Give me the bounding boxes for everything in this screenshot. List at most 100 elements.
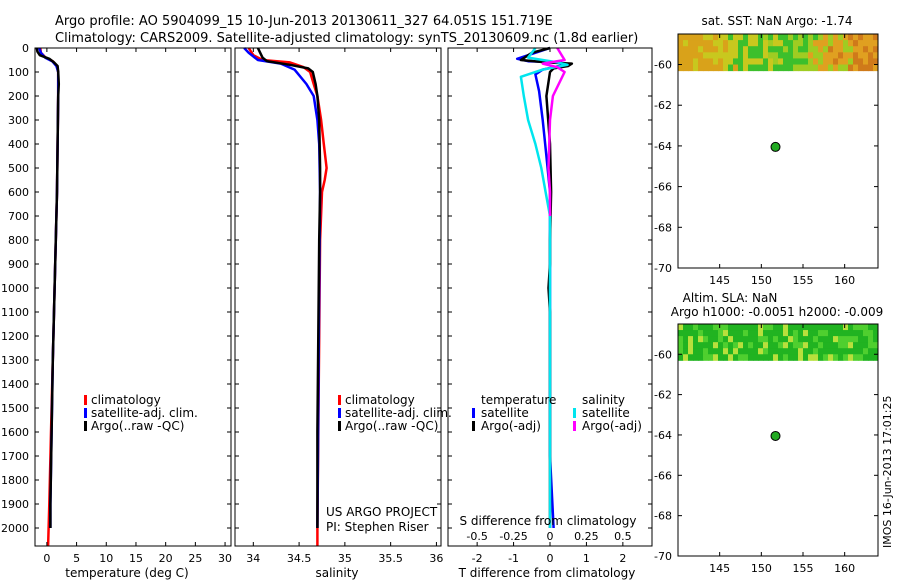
x-tick-label: -2	[472, 552, 483, 565]
map-cell	[823, 40, 829, 47]
map-cell	[863, 348, 869, 355]
legend-swatch-sal-argo	[573, 421, 576, 431]
y-tick-label: 1500	[1, 402, 29, 415]
map-cell	[713, 46, 719, 53]
map-cell	[713, 40, 719, 47]
map-cell	[753, 52, 759, 59]
x-tick-label: 34.5	[287, 552, 312, 565]
map-cell	[743, 348, 749, 355]
x-tick-label: 155	[793, 274, 814, 287]
map-cell	[803, 348, 809, 355]
map-cell	[818, 52, 824, 59]
map-cell	[853, 64, 859, 72]
map-cell	[813, 52, 819, 59]
map-cell	[688, 342, 694, 349]
map-cell	[843, 348, 849, 355]
map-cell	[698, 40, 704, 47]
y-tick-label: 2000	[1, 522, 29, 535]
map-cell	[698, 64, 704, 72]
map-cell	[753, 58, 759, 66]
map-cell	[873, 58, 879, 66]
map-cell	[853, 342, 859, 349]
map-cell	[718, 342, 724, 349]
map-cell	[808, 330, 814, 337]
map-cell	[678, 58, 684, 66]
map-cell	[758, 46, 764, 53]
map-cell	[778, 330, 784, 337]
map-cell	[678, 46, 684, 53]
y-tick-label: -68	[654, 221, 672, 234]
temperature-panel: 0100200300400500600700800900100011001200…	[1, 42, 232, 565]
sla-map-title: Altim. SLA: NaN	[683, 291, 778, 305]
map-cell	[823, 52, 829, 59]
map-cell	[868, 348, 874, 355]
map-cell	[853, 330, 859, 337]
map-cell	[853, 336, 859, 343]
map-cell	[873, 342, 879, 349]
map-cell	[823, 46, 829, 53]
map-cell	[703, 34, 709, 41]
map-cell	[793, 40, 799, 47]
map-cell	[768, 330, 774, 337]
map-cell	[743, 40, 749, 47]
map-cell	[803, 58, 809, 66]
map-cell	[693, 342, 699, 349]
map-cell	[838, 342, 844, 349]
map-cell	[713, 354, 719, 361]
map-cell	[693, 58, 699, 66]
map-cell	[748, 40, 754, 47]
map-cell	[698, 336, 704, 343]
map-cell	[838, 58, 844, 66]
map-cell	[728, 342, 734, 349]
map-cell	[718, 40, 724, 47]
s-tick-label: -0.25	[499, 530, 527, 543]
map-cell	[788, 64, 794, 72]
imos-timestamp: IMOS 16-Jun-2013 17:01:25	[881, 395, 894, 548]
difference-panel: -2 -1 0 1 2 -0.5 -0.25 0 0.25 0.5	[447, 46, 653, 565]
map-cell	[868, 64, 874, 72]
map-cell	[828, 342, 834, 349]
map-cell	[693, 52, 699, 59]
map-cell	[808, 342, 814, 349]
map-cell	[718, 348, 724, 355]
map-cell	[783, 348, 789, 355]
legend-swatch-argo	[84, 421, 87, 431]
map-cell	[738, 354, 744, 361]
map-cell	[718, 58, 724, 66]
map-cell	[773, 40, 779, 47]
map-cell	[748, 52, 754, 59]
y-tick-label: -66	[654, 469, 672, 482]
map-cell	[678, 330, 684, 337]
map-cell	[723, 354, 729, 361]
map-cell	[698, 342, 704, 349]
x-tick-label: 150	[751, 562, 772, 575]
map-cell	[728, 354, 734, 361]
map-cell	[753, 34, 759, 41]
map-cell	[833, 330, 839, 337]
map-cell	[738, 40, 744, 47]
series-line-climatology	[247, 47, 328, 546]
map-cell	[688, 46, 694, 53]
map-cell	[833, 46, 839, 53]
x-tick-label: 10	[99, 552, 113, 565]
map-cell	[853, 348, 859, 355]
project-label: US ARGO PROJECT	[326, 505, 438, 519]
y-tick-label: 1900	[1, 498, 29, 511]
map-cell	[758, 52, 764, 59]
map-cell	[828, 40, 834, 47]
map-cell	[863, 58, 869, 66]
map-cell	[833, 324, 839, 331]
map-cell	[798, 348, 804, 355]
map-cell	[858, 34, 864, 41]
legend-label-sal-argo: Argo(-adj)	[582, 419, 642, 433]
map-cell	[763, 46, 769, 53]
map-cell	[808, 354, 814, 361]
map-cell	[728, 336, 734, 343]
map-cell	[698, 34, 704, 41]
map-cell	[743, 34, 749, 41]
map-cell	[793, 58, 799, 66]
map-cell	[748, 342, 754, 349]
legend-swatch-temp-argo	[472, 421, 475, 431]
map-cell	[778, 348, 784, 355]
map-cell	[848, 34, 854, 41]
